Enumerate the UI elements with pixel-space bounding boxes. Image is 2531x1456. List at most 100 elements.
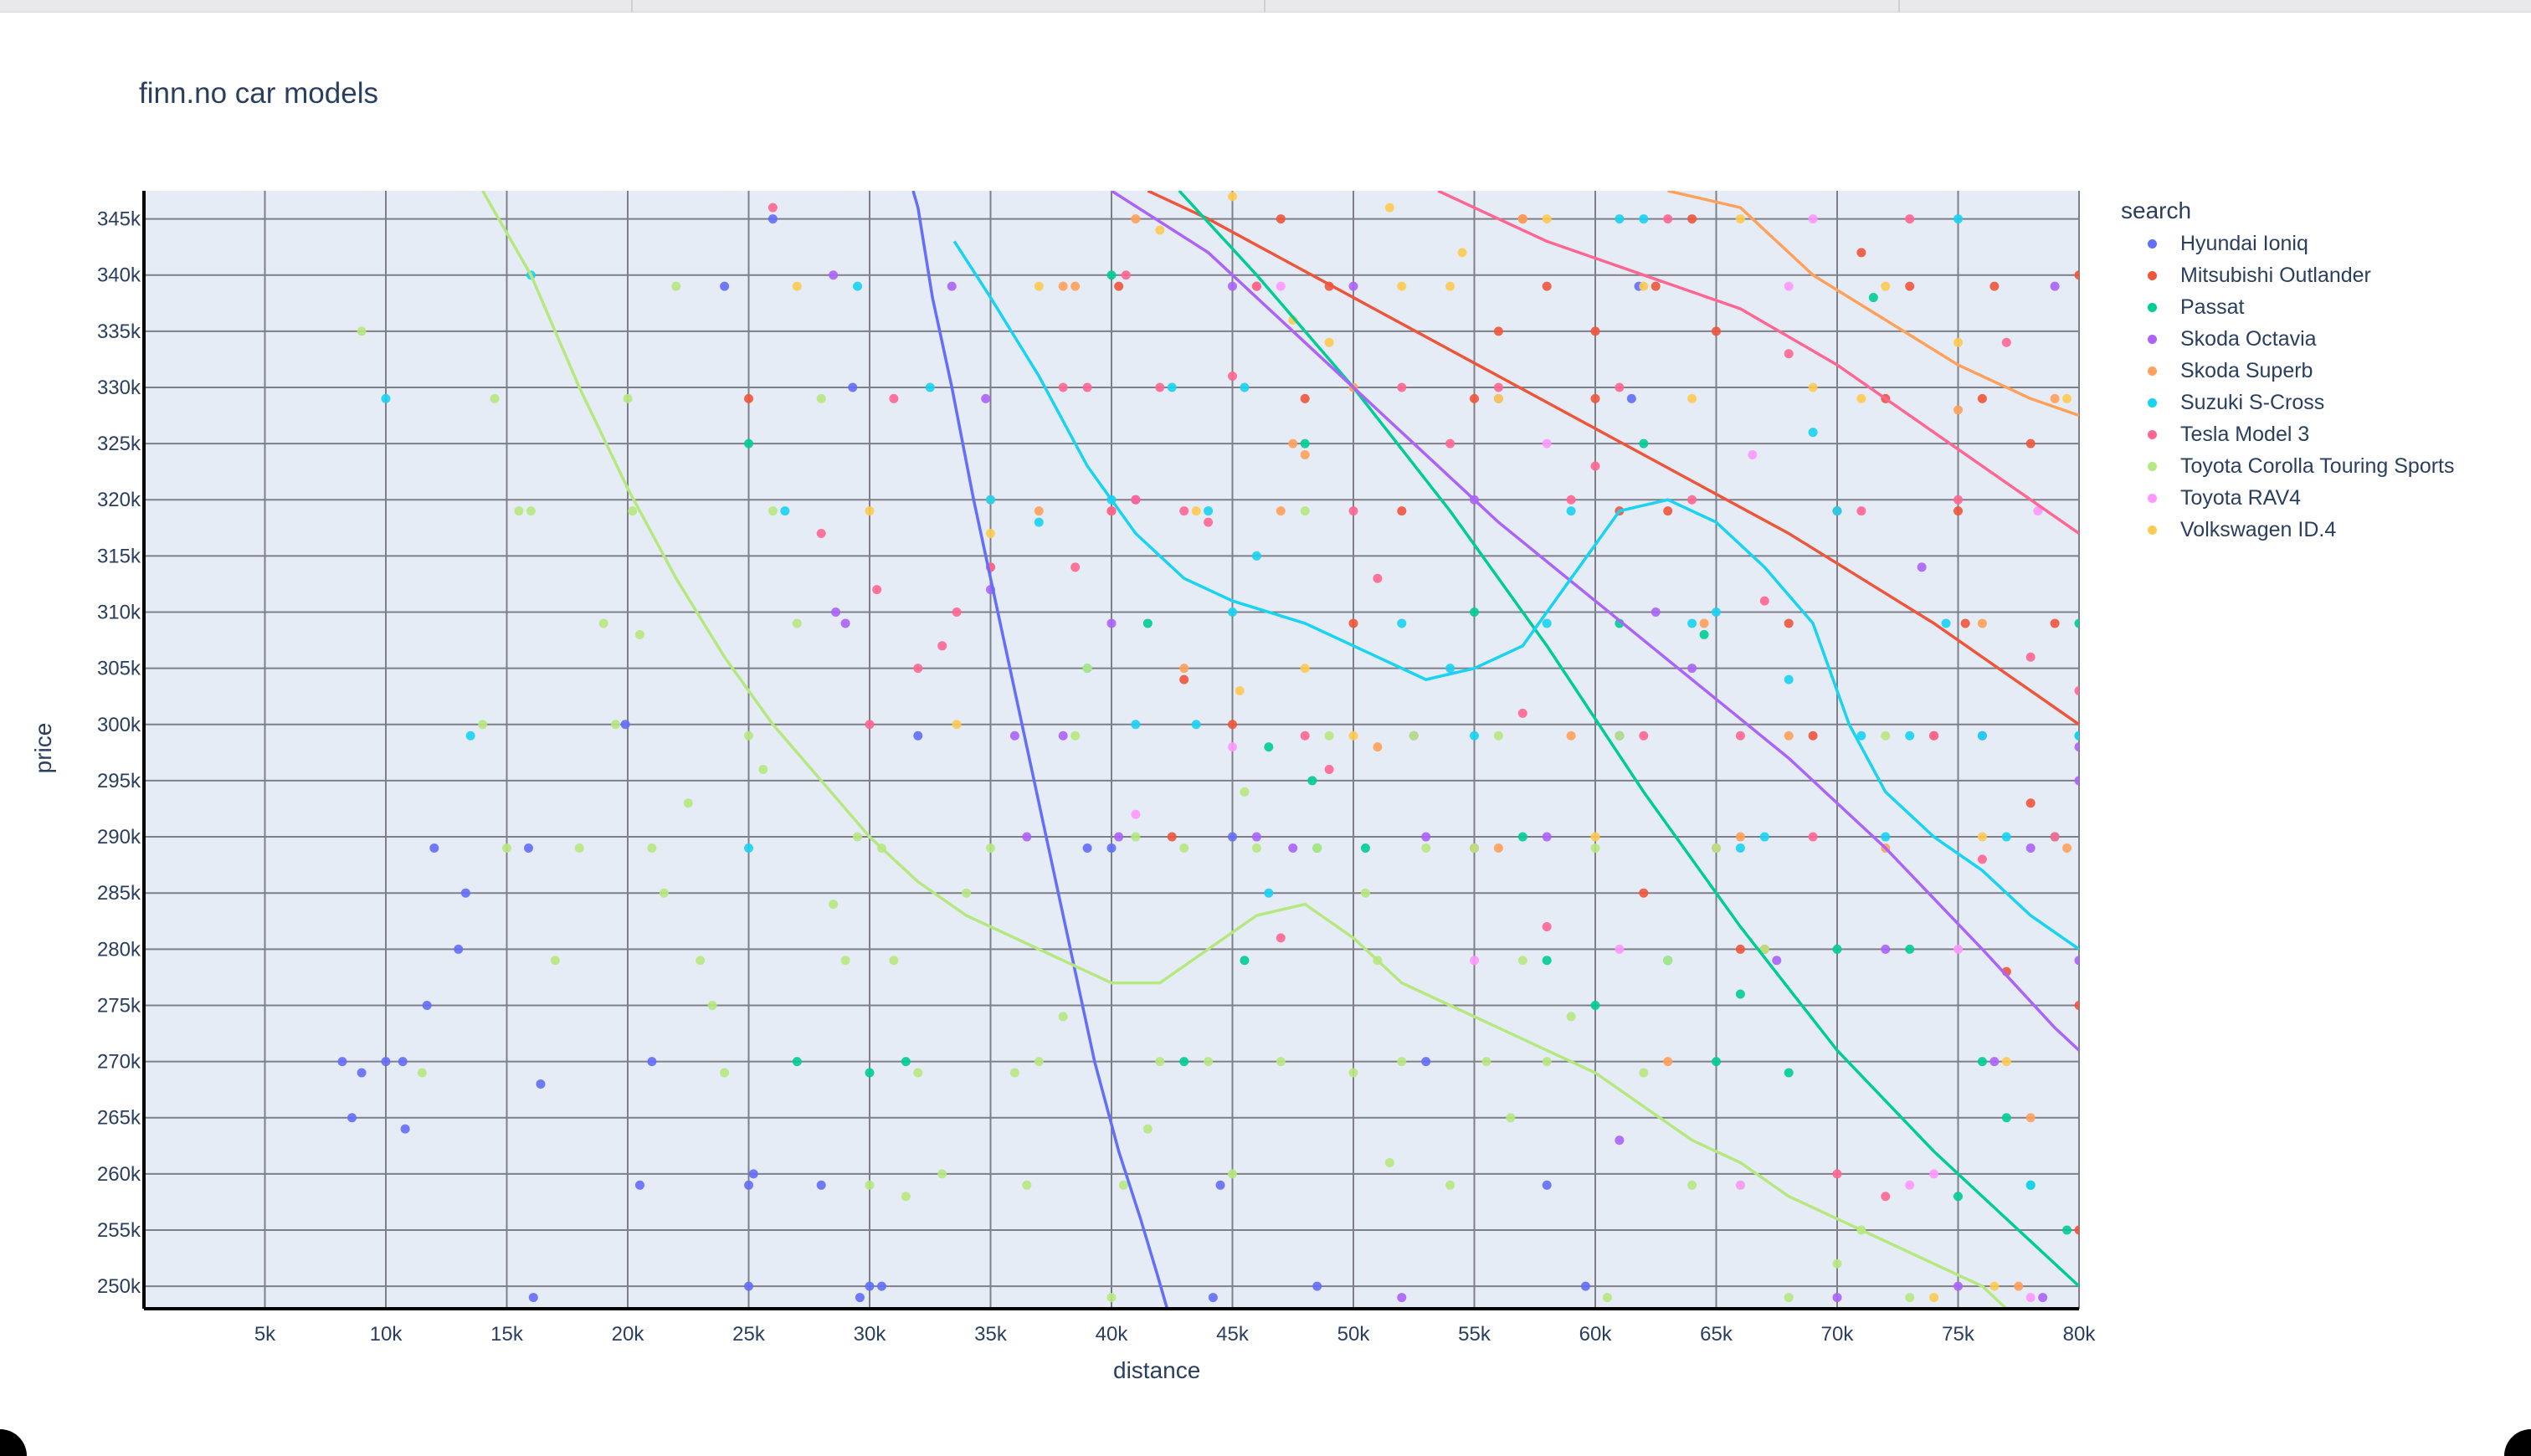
y-tick-label: 275k — [97, 994, 141, 1017]
data-point — [952, 608, 962, 618]
data-point — [986, 843, 995, 853]
data-point — [2062, 1225, 2072, 1235]
data-point — [2074, 742, 2079, 752]
data-point — [1941, 618, 1951, 628]
data-point — [1639, 438, 1649, 449]
data-point — [1208, 1293, 1218, 1303]
data-point — [514, 506, 524, 516]
legend-item[interactable]: Toyota Corolla Touring Sports — [2121, 450, 2455, 482]
data-point — [720, 281, 730, 291]
data-point — [1409, 731, 1419, 741]
data-point — [1300, 393, 1310, 403]
legend: search Hyundai Ioniq Mitsubishi Outlander… — [2121, 197, 2455, 546]
data-point — [381, 393, 391, 403]
data-point — [1397, 1057, 1407, 1067]
data-point — [1953, 337, 1963, 347]
data-point — [696, 956, 706, 966]
legend-label: Toyota Corolla Touring Sports — [2180, 454, 2455, 478]
data-point — [1615, 944, 1625, 954]
data-point — [913, 664, 923, 674]
data-point — [1155, 225, 1165, 235]
data-point — [1348, 506, 1358, 516]
data-point — [2001, 337, 2011, 347]
data-point — [1735, 843, 1745, 853]
data-point — [357, 1068, 367, 1078]
data-point — [1953, 944, 1963, 954]
data-point — [1445, 664, 1455, 674]
data-point — [422, 1000, 432, 1010]
data-point — [2025, 843, 2036, 853]
data-point — [1517, 956, 1527, 966]
data-point — [925, 382, 935, 392]
legend-item[interactable]: Skoda Superb — [2121, 355, 2455, 387]
legend-item[interactable]: Passat — [2121, 291, 2455, 323]
legend-marker-icon — [2148, 397, 2157, 408]
legend-marker-icon — [2148, 238, 2157, 249]
x-axis-label: distance — [1113, 1357, 1201, 1383]
data-point — [1384, 1157, 1394, 1167]
data-point — [853, 832, 863, 842]
legend-item[interactable]: Hyundai Ioniq — [2121, 228, 2455, 259]
legend-item[interactable]: Mitsubishi Outlander — [2121, 259, 2455, 291]
data-point — [831, 608, 841, 618]
data-point — [1276, 281, 1286, 291]
data-point — [1106, 506, 1117, 516]
data-point — [634, 1180, 644, 1190]
data-point — [1009, 731, 1019, 741]
data-point — [1360, 888, 1370, 898]
data-point — [620, 720, 630, 730]
data-point — [889, 393, 899, 403]
data-point — [1131, 720, 1141, 730]
legend-item[interactable]: Toyota RAV4 — [2121, 482, 2455, 514]
data-point — [1457, 248, 1467, 258]
data-point — [1712, 1057, 1721, 1067]
legend-label: Passat — [2180, 295, 2245, 319]
x-tick-label: 50k — [1337, 1323, 1371, 1346]
data-point — [872, 585, 882, 595]
tab-separator — [1264, 0, 1266, 12]
data-point — [1251, 832, 1261, 842]
data-point — [1191, 720, 1201, 730]
data-point — [1977, 393, 1987, 403]
y-tick-label: 295k — [97, 770, 141, 792]
y-tick-label: 280k — [97, 938, 141, 961]
data-point — [1082, 382, 1092, 392]
data-point — [1590, 326, 1600, 336]
data-point — [1300, 731, 1310, 741]
data-point — [1470, 956, 1479, 966]
data-point — [454, 944, 464, 954]
series-tesla-model-3 — [768, 203, 2079, 1202]
y-tick-labels: 250k 255k 260k 265k 270k 275k 280k 285k 290k 295k… — [97, 208, 141, 1299]
data-point — [1929, 1293, 1939, 1303]
data-point — [1106, 618, 1117, 628]
data-point — [1905, 731, 1915, 741]
y-tick-label: 310k — [97, 602, 141, 624]
data-point — [1602, 1293, 1612, 1303]
data-point — [2074, 1225, 2079, 1235]
data-point — [1118, 1180, 1128, 1190]
data-point — [1784, 731, 1794, 741]
data-point — [1566, 731, 1576, 741]
data-point — [1687, 214, 1697, 224]
data-point — [1070, 281, 1081, 291]
data-point — [1832, 506, 1842, 516]
legend-item[interactable]: Tesla Model 3 — [2121, 418, 2455, 450]
data-point — [1566, 495, 1576, 505]
legend-item[interactable]: Suzuki S-Cross — [2121, 387, 2455, 418]
data-point — [865, 720, 875, 730]
legend-item[interactable]: Skoda Octavia — [2121, 323, 2455, 355]
data-point — [1712, 608, 1721, 618]
data-point — [1580, 1281, 1590, 1291]
data-point — [1977, 854, 1987, 864]
data-point — [1639, 214, 1649, 224]
data-point — [671, 281, 681, 291]
data-point — [2033, 506, 2043, 516]
chart-title: finn.no car models — [139, 77, 378, 110]
data-point — [1759, 596, 1769, 606]
legend-item[interactable]: Volkswagen ID.4 — [2121, 514, 2455, 546]
data-point — [744, 843, 753, 853]
data-point — [816, 529, 826, 539]
data-point — [1808, 428, 1818, 438]
data-point — [1240, 787, 1250, 797]
